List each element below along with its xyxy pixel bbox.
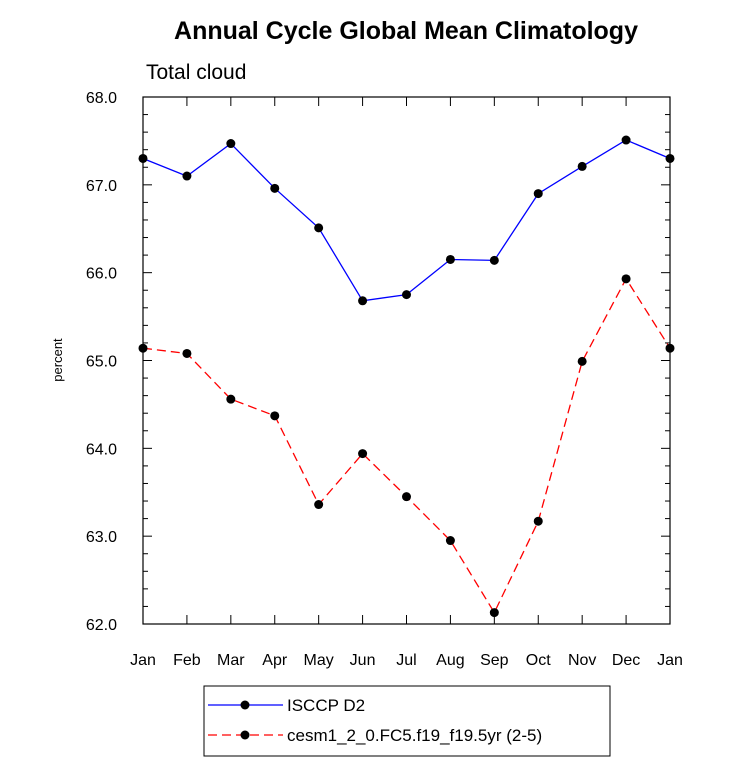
x-tick-label: Feb — [173, 652, 201, 669]
data-point — [270, 183, 280, 193]
legend-label-1: ISCCP D2 — [287, 696, 365, 715]
chart-subtitle: Total cloud — [146, 61, 246, 84]
data-point — [402, 290, 411, 300]
data-point — [489, 255, 499, 265]
axis-ticks: Jan Feb Mar Apr May Jun Jul Aug Sep Oct Nov Dec Jan 6… — [86, 90, 683, 669]
series-line-1 — [142, 139, 671, 302]
y-tick-label: 64.0 — [86, 441, 117, 458]
data-point — [577, 356, 587, 366]
data-point — [533, 189, 543, 199]
data-point — [402, 492, 411, 502]
data-point — [621, 274, 631, 284]
data-point — [445, 254, 455, 264]
x-tick-label: Apr — [262, 652, 288, 669]
x-tick-label: Jun — [350, 652, 376, 669]
y-tick-label: 62.0 — [86, 617, 117, 634]
data-point — [621, 135, 631, 145]
data-point — [665, 343, 675, 353]
x-tick-label: Jul — [396, 652, 416, 669]
data-point — [577, 161, 587, 171]
x-tick-label: Dec — [612, 652, 640, 669]
data-point — [358, 296, 368, 306]
data-point — [226, 394, 236, 404]
y-tick-label: 68.0 — [86, 90, 117, 107]
series-line-2 — [142, 277, 671, 614]
x-tick-label: Mar — [217, 652, 245, 669]
data-point — [489, 608, 499, 618]
data-point — [314, 223, 324, 233]
x-tick-label: Nov — [568, 652, 596, 669]
x-tick-label: Jan — [657, 652, 683, 669]
x-tick-label: Jan — [130, 652, 156, 669]
y-axis-label: percent — [50, 338, 65, 382]
legend-marker-2 — [240, 730, 250, 740]
data-point — [445, 536, 455, 546]
x-tick-label: Sep — [480, 652, 509, 669]
data-point — [533, 516, 543, 526]
data-point — [314, 500, 324, 510]
y-tick-label: 63.0 — [86, 529, 117, 546]
data-point — [270, 411, 280, 421]
data-point — [665, 153, 675, 163]
series-layer — [138, 135, 675, 618]
plot-frame — [142, 96, 671, 625]
data-point — [138, 343, 148, 353]
data-point — [358, 449, 368, 459]
data-point — [226, 139, 236, 149]
legend-marker-1 — [240, 700, 250, 710]
legend: ISCCP D2 cesm1_2_0.FC5.f19_f19.5yr (2-5) — [203, 685, 611, 757]
x-tick-label: May — [304, 652, 334, 669]
data-point — [182, 348, 192, 358]
legend-box — [203, 685, 611, 757]
data-point — [138, 153, 148, 163]
y-tick-label: 67.0 — [86, 178, 117, 195]
x-tick-label: Oct — [526, 652, 551, 669]
chart-title: Annual Cycle Global Mean Climatology — [174, 17, 638, 45]
y-tick-label: 65.0 — [86, 354, 117, 371]
y-tick-label: 66.0 — [86, 266, 117, 283]
legend-label-2: cesm1_2_0.FC5.f19_f19.5yr (2-5) — [287, 726, 542, 745]
x-tick-label: Aug — [436, 652, 464, 669]
data-point — [182, 171, 192, 181]
